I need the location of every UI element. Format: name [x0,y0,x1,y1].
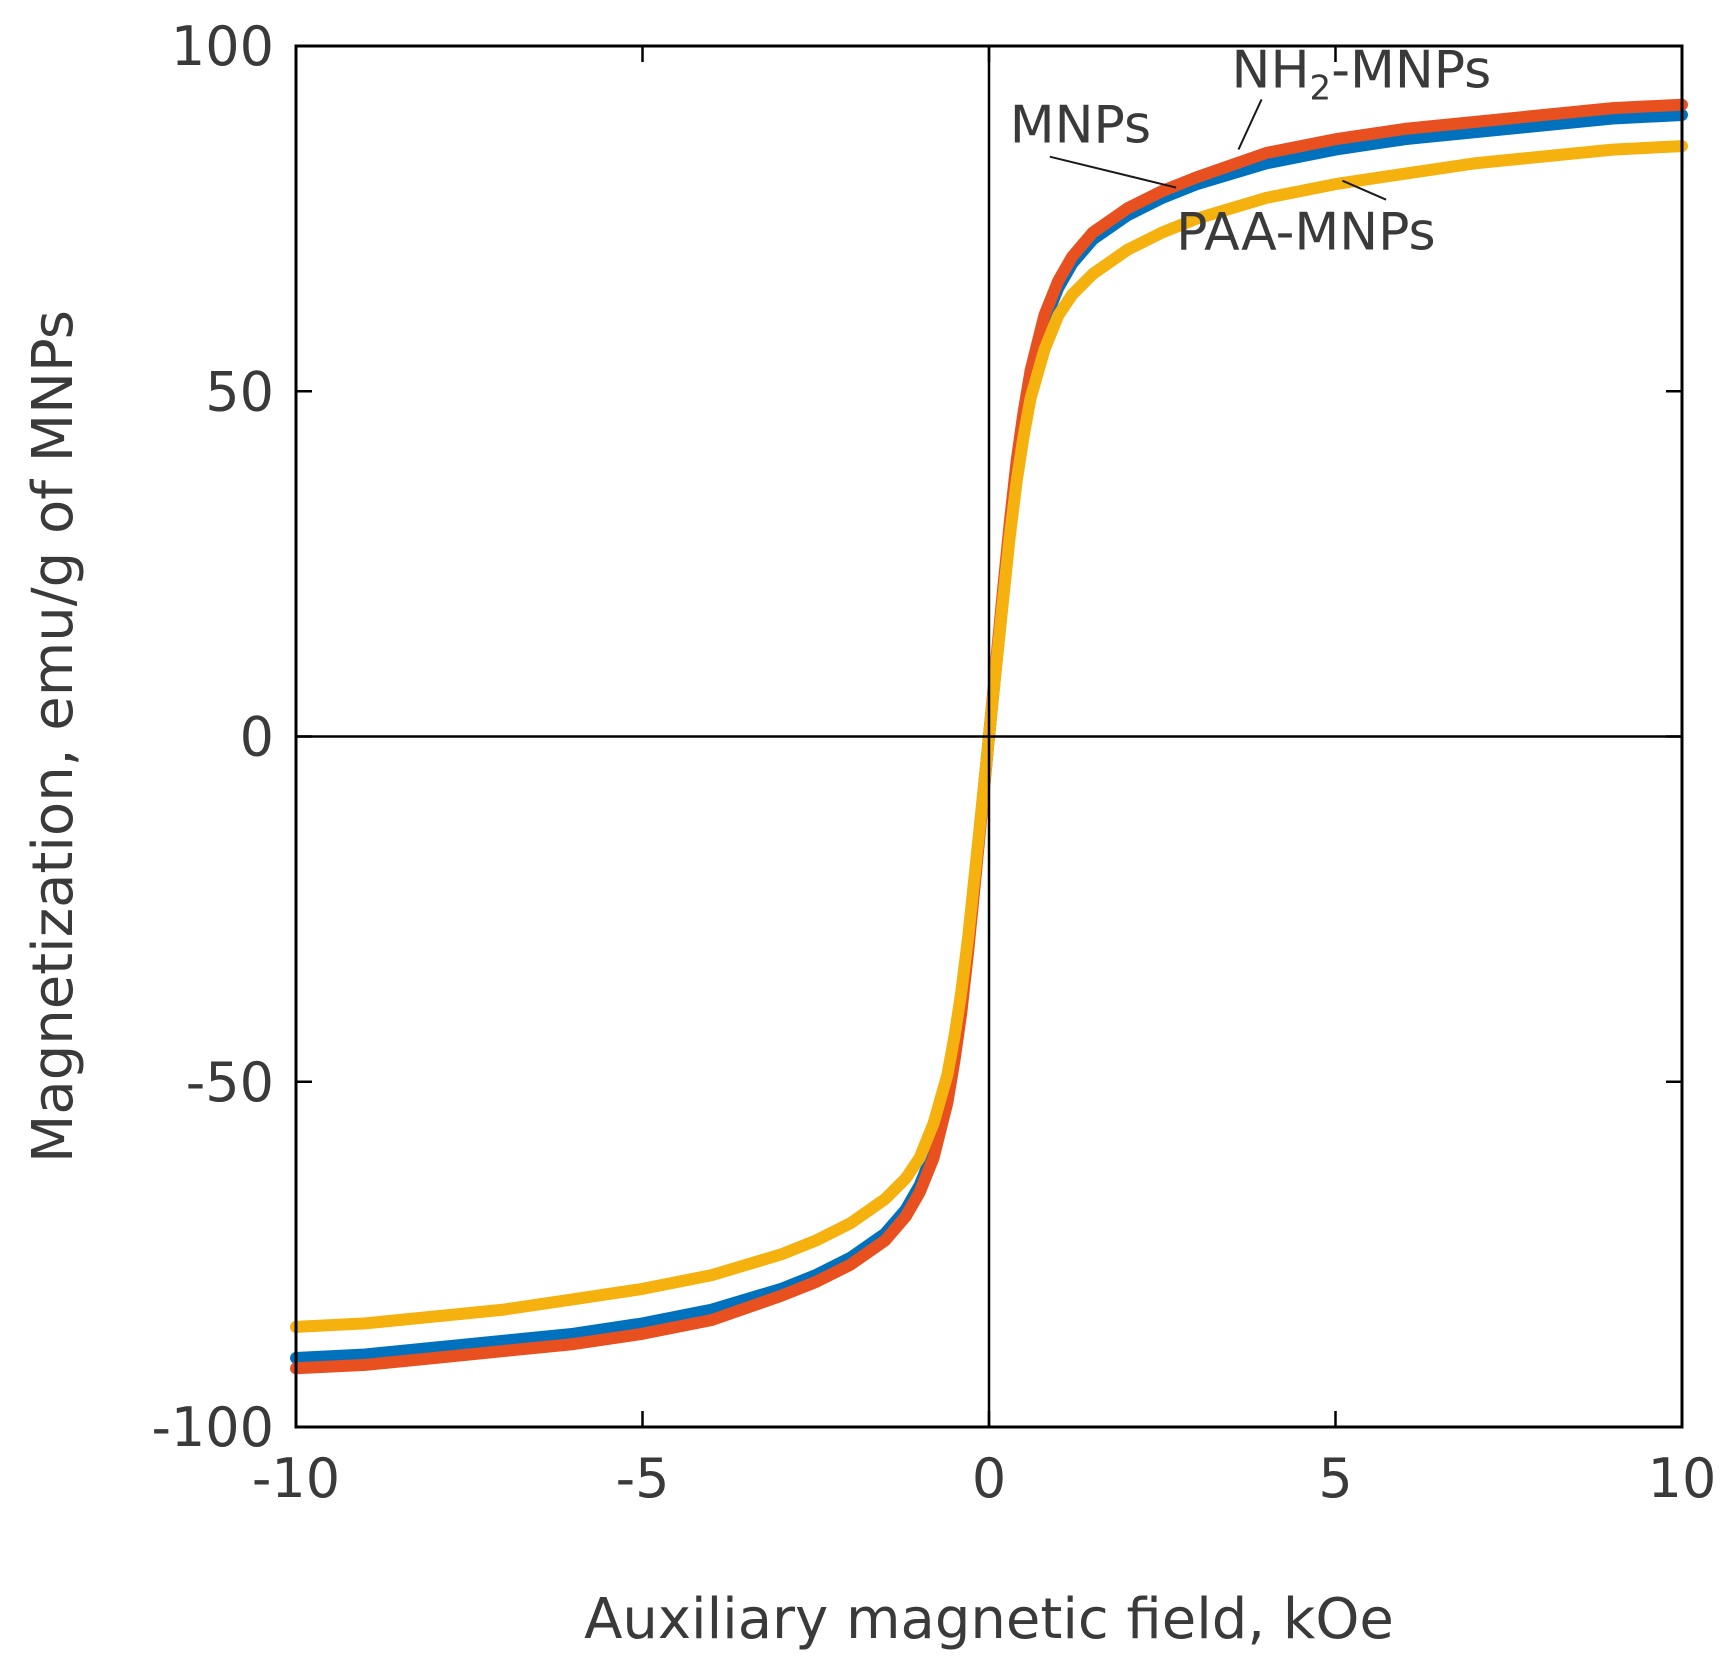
plot-frame [294,44,1684,1429]
x-tick-label-1: -5 [616,1447,670,1510]
x-tick-label-3: 5 [1318,1447,1352,1510]
y-tick-label-1: -50 [186,1051,274,1114]
annotation-label-1: NH2-MNPs [1232,40,1492,108]
zero-lines [296,46,1682,1427]
x-tick-label-0: -10 [252,1447,340,1510]
annotation-label-2: PAA-MNPs [1176,203,1436,263]
annotation-leader-0 [1049,155,1177,189]
y-tick-label-4: 100 [171,15,274,78]
y-tick-label-3: 50 [205,360,274,423]
annotation-leader-2 [1342,179,1387,201]
x-axis-title: Auxiliary magnetic field, kOe [584,1587,1394,1652]
annotation-leader-1 [1237,99,1263,150]
x-tick-label-4: 10 [1648,1447,1717,1510]
annotation-label-0: MNPs [1010,96,1151,156]
y-axis-title: Magnetization, emu/g of MNPs [21,310,86,1163]
x-tick-label-2: 0 [972,1447,1006,1510]
y-tick-label-2: 0 [240,706,274,769]
series-annotations: MNPs NH2-MNPs PAA-MNPs [1010,40,1491,262]
y-tick-label-0: -100 [151,1396,274,1459]
